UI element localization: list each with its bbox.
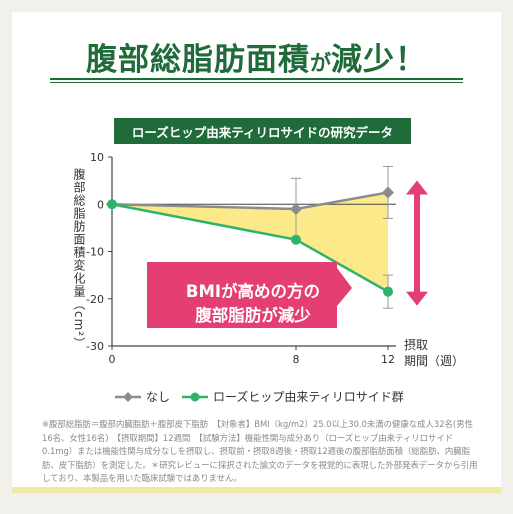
- legend-label-tiliroside: ローズヒップ由来ティリロサイド群: [213, 390, 404, 404]
- y-axis-label: 腹部総脂肪面積変化量（cm²）: [72, 168, 86, 351]
- difference-arrow-head-up: [406, 180, 428, 195]
- legend-item-none: なし: [115, 388, 170, 405]
- headline-tail: 減少！: [331, 42, 427, 78]
- y-tick-label: -30: [86, 340, 104, 353]
- x-axis-label: 摂取 期間（週）: [404, 337, 464, 369]
- data-point-diamond: [290, 202, 302, 215]
- data-point-circle: [291, 234, 301, 245]
- headline-main: 腹部総脂肪面積: [86, 42, 310, 78]
- callout-line-2: 腹部脂肪が減少: [195, 306, 311, 325]
- y-tick-label: -10: [86, 246, 104, 259]
- legend: なし ローズヒップ由来ティリロサイド群: [115, 388, 416, 405]
- x-tick-label: 12: [381, 353, 395, 366]
- callout-box: [147, 262, 337, 328]
- card: 腹部総脂肪面積が減少！ ローズヒップ由来ティリロサイドの研究データ 腹部総脂肪面…: [12, 12, 501, 490]
- headline-rule-thin: [50, 82, 463, 83]
- bottom-bar: [12, 487, 501, 493]
- data-point-diamond: [382, 186, 394, 199]
- data-point-circle: [107, 199, 117, 210]
- chart: 10 0 -10 -20 -30 0 8 12: [86, 151, 428, 366]
- study-banner: ローズヒップ由来ティリロサイドの研究データ: [114, 118, 411, 144]
- x-axis-label-line2: 期間（週）: [404, 354, 465, 368]
- footnote: ※腹部総脂肪＝腹部内臓脂肪＋腹部皮下脂肪 【対象者】BMI（kg/m2）25.0…: [42, 419, 478, 483]
- y-tick-label: 10: [90, 151, 104, 164]
- legend-marker-circle-icon: [182, 392, 209, 401]
- difference-arrow-head-down: [406, 291, 428, 306]
- callout-text: BMIが高めの方の 腹部脂肪が減少: [164, 280, 342, 328]
- x-axis-label-line1: 摂取: [404, 338, 429, 352]
- x-tick-label: 0: [109, 353, 116, 366]
- x-tick-label: 8: [293, 353, 300, 366]
- y-tick-label: -20: [86, 293, 104, 306]
- legend-marker-diamond-icon: [115, 391, 141, 402]
- callout-line-1: BMIが高めの方の: [185, 282, 321, 301]
- legend-item-tiliroside: ローズヒップ由来ティリロサイド群: [182, 388, 404, 405]
- data-point-circle: [383, 286, 393, 297]
- headline: 腹部総脂肪面積が減少！: [12, 34, 501, 79]
- headline-particle: が: [310, 51, 331, 75]
- legend-label-none: なし: [146, 390, 171, 404]
- y-tick-label: 0: [97, 198, 104, 211]
- headline-rule: [50, 78, 463, 80]
